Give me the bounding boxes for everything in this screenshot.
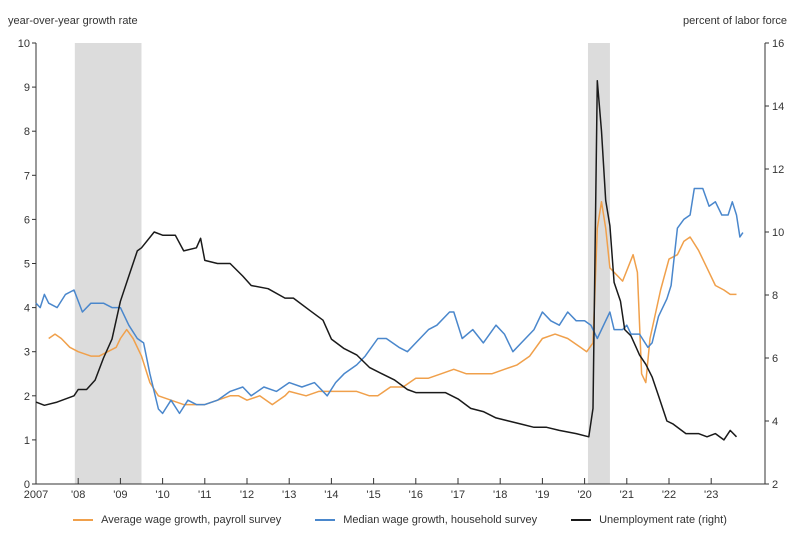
chart: 0123456789102468101214162007'08'09'10'11…	[8, 15, 787, 501]
legend: Average wage growth, payroll survey Medi…	[0, 514, 800, 526]
left-tick-label: 0	[24, 479, 30, 491]
x-tick-label: '21	[620, 489, 634, 501]
series-median-wage	[35, 187, 744, 415]
right-tick-label: 14	[772, 101, 784, 113]
x-tick-label: '19	[535, 489, 549, 501]
legend-item-median-wage: Median wage growth, household survey	[315, 514, 537, 526]
right-tick-label: 8	[772, 290, 778, 302]
left-tick-label: 6	[24, 214, 30, 226]
right-tick-label: 12	[772, 164, 784, 176]
x-tick-label: '16	[409, 489, 423, 501]
right-tick-label: 16	[772, 38, 784, 50]
x-tick-label: '09	[113, 489, 127, 501]
legend-swatch	[315, 519, 336, 521]
x-tick-label: '08	[71, 489, 85, 501]
left-tick-label: 5	[24, 259, 30, 271]
right-tick-label: 2	[772, 479, 778, 491]
legend-item-unemployment: Unemployment rate (right)	[571, 514, 727, 526]
x-tick-label: '14	[324, 489, 338, 501]
left-tick-label: 10	[18, 38, 30, 50]
x-tick-label: '10	[155, 489, 169, 501]
x-tick-label: '15	[366, 489, 380, 501]
x-tick-label: 2007	[24, 489, 48, 501]
series-unemployment	[35, 80, 738, 441]
legend-swatch	[571, 519, 592, 521]
left-axis-label: year-over-year growth rate	[8, 15, 138, 27]
x-tick-label: '17	[451, 489, 465, 501]
left-tick-label: 9	[24, 82, 30, 94]
left-tick-label: 7	[24, 170, 30, 182]
x-tick-label: '13	[282, 489, 296, 501]
legend-label: Median wage growth, household survey	[343, 514, 538, 526]
x-tick-label: '12	[240, 489, 254, 501]
x-tick-label: '11	[198, 489, 212, 501]
legend-swatch	[73, 519, 94, 521]
x-tick-label: '18	[493, 489, 507, 501]
left-tick-label: 3	[24, 347, 30, 359]
left-tick-label: 2	[24, 391, 30, 403]
series-average-wage	[48, 201, 737, 406]
legend-label: Unemployment rate (right)	[599, 514, 727, 526]
right-tick-label: 10	[772, 227, 784, 239]
legend-item-average-wage: Average wage growth, payroll survey	[73, 514, 281, 526]
right-tick-label: 6	[772, 353, 778, 365]
x-tick-label: '20	[577, 489, 591, 501]
legend-label: Average wage growth, payroll survey	[101, 514, 282, 526]
left-tick-label: 4	[24, 303, 30, 315]
right-tick-label: 4	[772, 416, 778, 428]
x-tick-label: '22	[662, 489, 676, 501]
x-tick-label: '23	[704, 489, 718, 501]
left-tick-label: 1	[24, 435, 30, 447]
right-axis-label: percent of labor force	[683, 15, 787, 27]
left-tick-label: 8	[24, 126, 30, 138]
recession-band	[74, 43, 142, 484]
